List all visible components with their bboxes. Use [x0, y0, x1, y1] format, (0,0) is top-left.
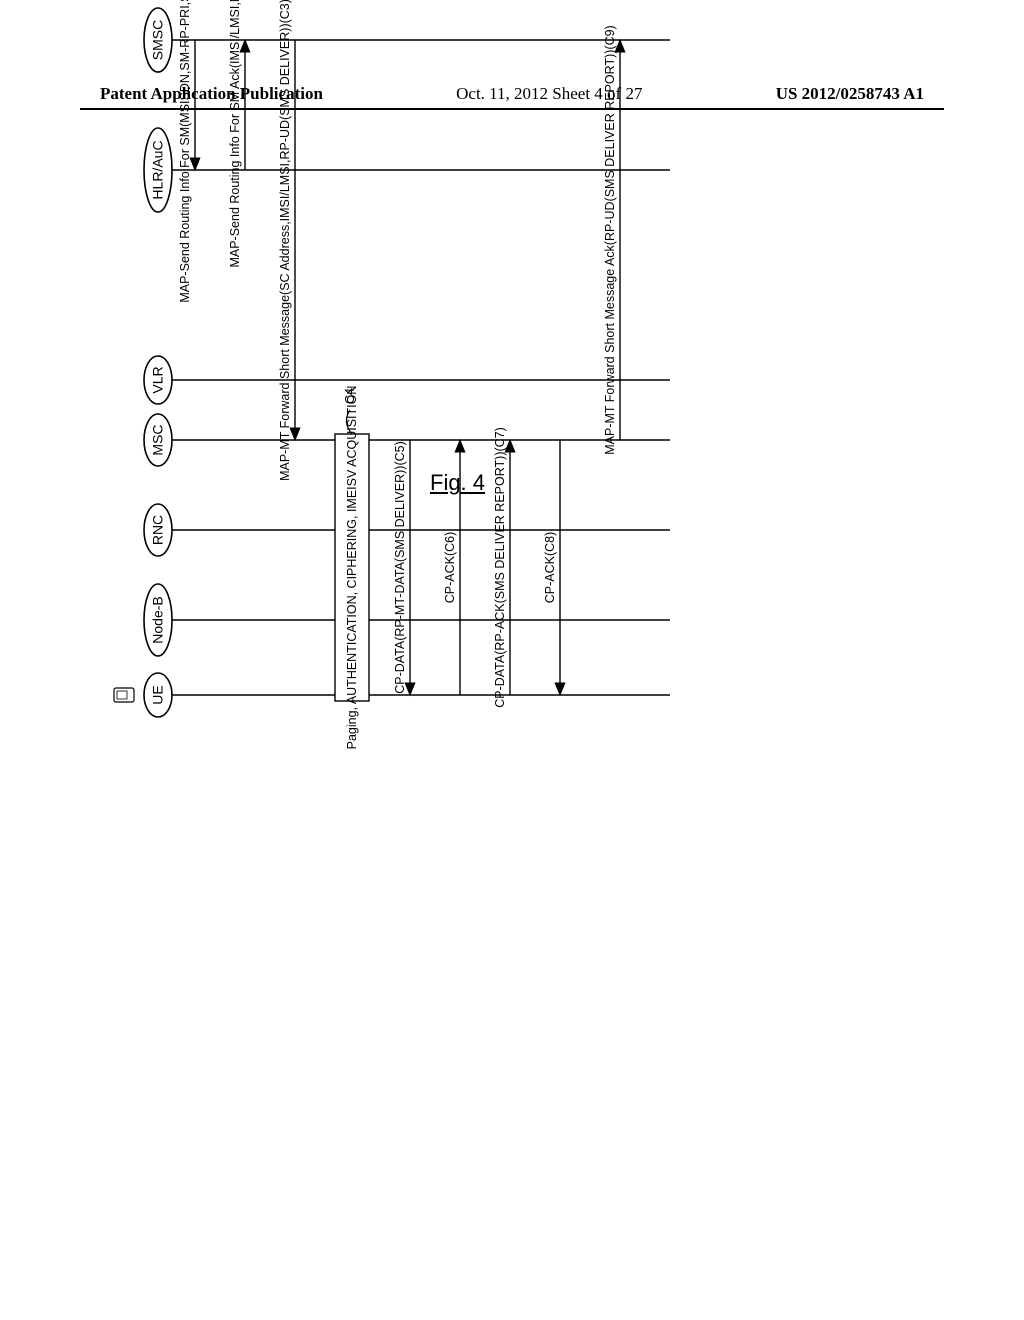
header-right: US 2012/0258743 A1 [776, 84, 924, 104]
figure-label: Fig. 4 [430, 470, 485, 496]
message-label-c6: CP-ACK(C6) [443, 532, 457, 604]
sequence-diagram: UENode-BRNCMSCVLRHLR/AuCSMSCPaging, AUTH… [130, 0, 695, 730]
message-label-c3: MAP-MT Forward Short Message(SC Address,… [278, 0, 292, 481]
node-label-nodeb: Node-B [150, 596, 166, 643]
message-label-c1: MAP-Send Routing Info For SM(MSISDN,SM-R… [178, 0, 192, 303]
node-label-rnc: RNC [150, 515, 166, 545]
node-label-vlr: VLR [150, 366, 166, 393]
node-label-msc: MSC [150, 424, 166, 455]
process-label-c4: Paging, AUTHENTICATION, CIPHERING, IMEIS… [345, 386, 359, 750]
message-label-c7: CP-DATA(RP-ACK(SMS DELIVER REPORT))(C7) [493, 427, 507, 708]
message-label-c9: MAP-MT Forward Short Message Ack(RP-UD(S… [603, 25, 617, 454]
message-label-c8: CP-ACK(C8) [543, 532, 557, 604]
node-label-ue: UE [150, 685, 166, 704]
node-label-hlr: HLR/AuC [150, 140, 166, 199]
node-label-smsc: SMSC [150, 20, 166, 60]
message-label-c2: MAP-Send Routing Info For SM Ack(IMSI/LM… [228, 0, 242, 268]
ue-phone-icon [114, 688, 134, 702]
process-tag-c4: C4 [343, 388, 357, 404]
message-label-c5: CP-DATA(RP-MT-DATA(SMS DELIVER))(C5) [393, 441, 407, 694]
